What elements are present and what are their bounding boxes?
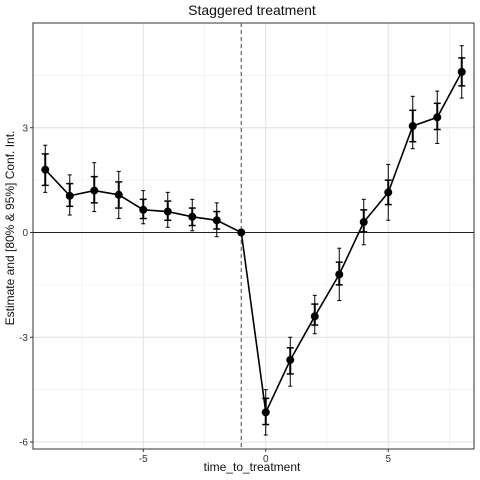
y-tick-label: -6: [19, 438, 28, 449]
estimate-point: [433, 113, 442, 122]
estimate-point: [261, 408, 270, 417]
estimate-point: [41, 165, 50, 174]
y-tick-label: 0: [22, 228, 28, 239]
y-tick-label: 3: [22, 123, 28, 134]
estimate-point: [457, 67, 466, 76]
axis-layer: -5 0 5 -6 -3 0 3: [19, 123, 391, 465]
x-tick-label: -5: [139, 454, 148, 465]
estimate-point: [408, 122, 417, 131]
y-axis-title: Estimate and [80% & 95%] Conf. Int.: [3, 131, 17, 326]
y-tick-label: -3: [19, 333, 28, 344]
estimate-point: [286, 355, 295, 364]
estimate-point: [237, 228, 246, 237]
estimate-point: [359, 218, 368, 227]
estimate-point: [384, 188, 393, 197]
estimate-point: [139, 205, 148, 214]
estimate-point: [310, 312, 319, 321]
series-layer: [41, 45, 466, 436]
chart-title: Staggered treatment: [188, 2, 316, 18]
x-axis-title: time_to_treatment: [204, 460, 301, 474]
estimate-point: [335, 270, 344, 279]
estimate-point: [188, 212, 197, 221]
x-tick-label: 5: [385, 454, 391, 465]
estimate-point: [65, 191, 74, 200]
estimate-point: [163, 207, 172, 216]
estimate-line: [44, 71, 463, 416]
estimate-point: [90, 186, 99, 195]
estimate-point: [212, 216, 221, 225]
panel-border: [32, 22, 475, 450]
x-tick-label: 0: [263, 454, 269, 465]
estimate-point: [114, 190, 123, 199]
